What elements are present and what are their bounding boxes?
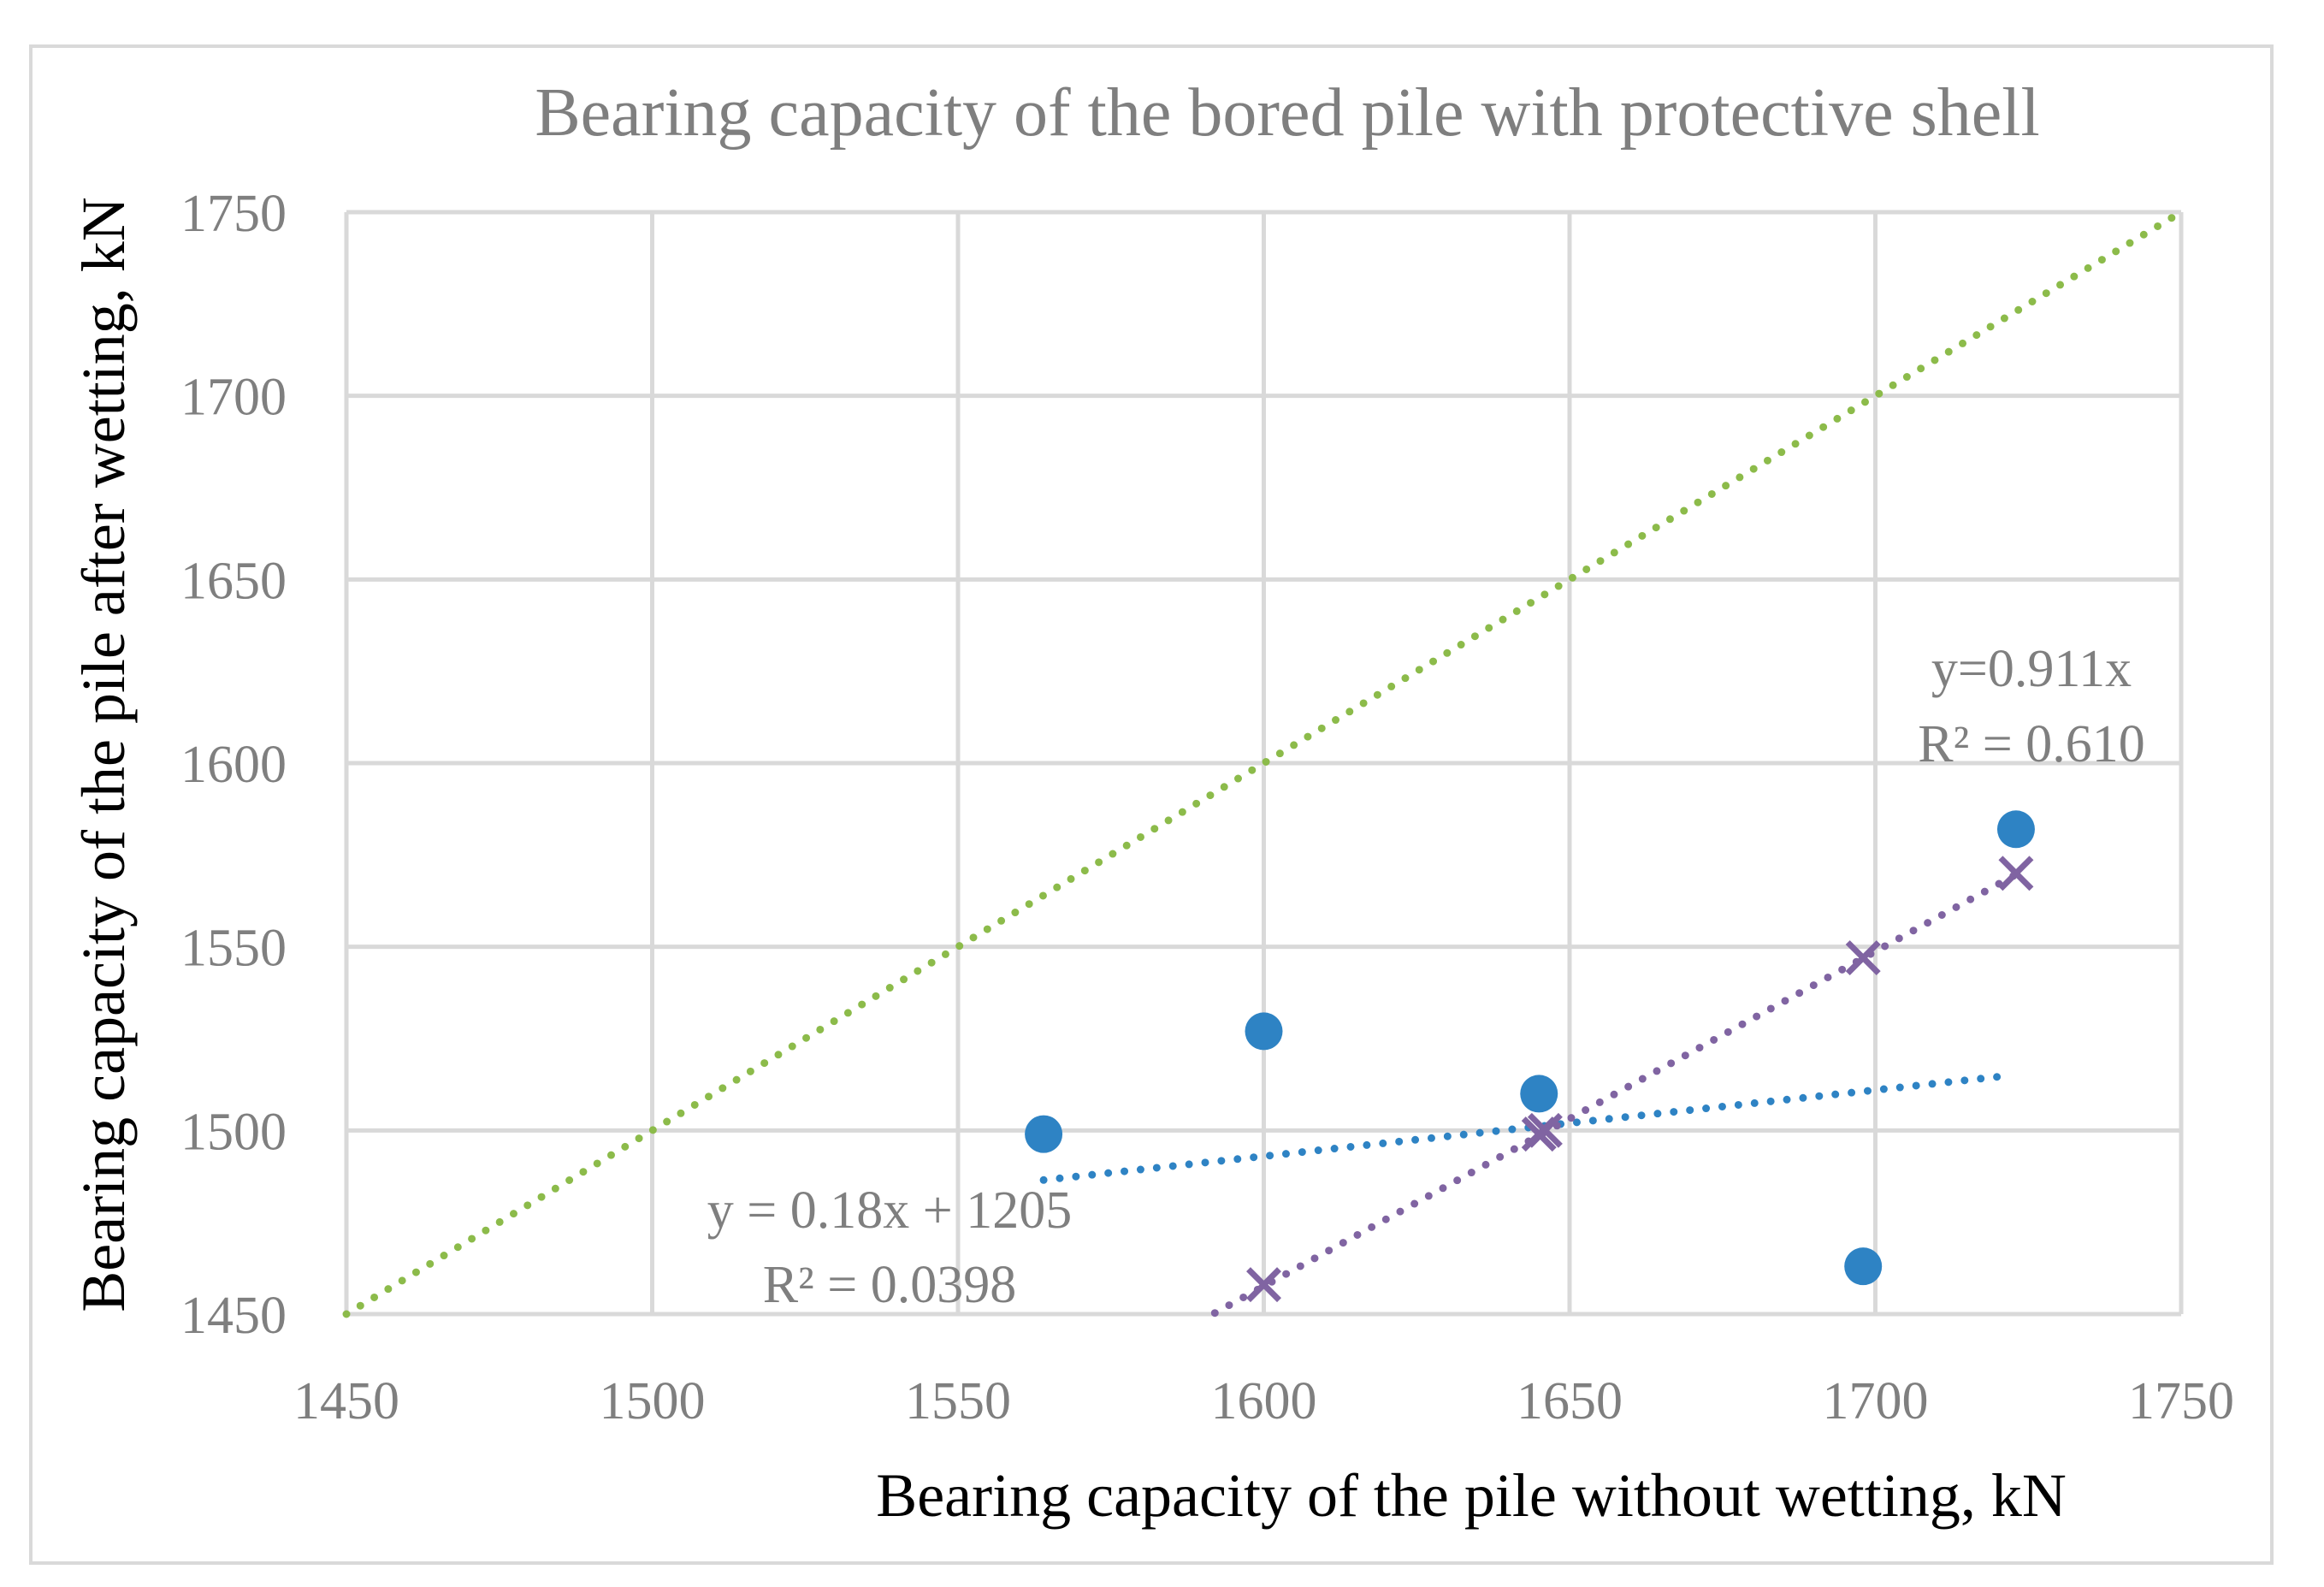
linear-fit-annotation-r2: R² = 0.0398 [763, 1256, 1016, 1314]
y-tick-label: 1550 [180, 920, 287, 978]
x-tick-labels: 1450 1500 1550 1600 1650 1700 1750 [293, 1372, 2234, 1430]
chart-frame [29, 44, 2274, 1565]
data-point-stroke [1246, 1267, 1281, 1303]
y-axis-title: Bearing capacity of the pile after wetti… [69, 197, 138, 1312]
trendline [1210, 870, 2020, 1318]
x-tick-label: 1750 [2128, 1372, 2234, 1430]
y-tick-label: 1450 [180, 1287, 287, 1345]
data-point-stroke [1998, 856, 2034, 891]
y-tick-labels: 1450 1500 1550 1600 1650 1700 1750 [180, 185, 287, 1345]
linear-fit-annotation-equation: y = 0.18x + 1205 [707, 1181, 1072, 1240]
x-tick-label: 1650 [1517, 1372, 1623, 1430]
x-tick-label: 1450 [293, 1372, 399, 1430]
x-tick-label: 1600 [1211, 1372, 1317, 1430]
data-point-stroke [1527, 1112, 1563, 1148]
data-point [1998, 856, 2034, 891]
x-axis-title: Bearing capacity of the pile without wet… [876, 1461, 2067, 1530]
data-points [1025, 810, 2035, 1303]
y-tick-label: 1650 [180, 552, 287, 610]
x-tick-label: 1500 [600, 1372, 706, 1430]
data-point [1996, 810, 2035, 849]
trendline [1039, 1073, 2002, 1184]
fit-annotation-r2: R² = 0.610 [1918, 715, 2144, 773]
data-point [1246, 1267, 1281, 1303]
data-point-stroke [1845, 940, 1881, 976]
y-tick-label: 1750 [180, 185, 287, 243]
data-point [1245, 1012, 1283, 1051]
y-tick-label: 1500 [180, 1103, 287, 1161]
data-point [1845, 940, 1881, 976]
trendline [342, 208, 2185, 1318]
data-point [1844, 1247, 1883, 1286]
fit-annotation-equation: y=0.911x [1931, 640, 2132, 698]
y-tick-label: 1700 [180, 369, 287, 427]
trendlines [342, 208, 2185, 1318]
x-tick-label: 1550 [905, 1372, 1011, 1430]
y-tick-label: 1600 [180, 736, 287, 794]
chart-title: Bearing capacity of the bored pile with … [535, 75, 2039, 151]
data-point [1527, 1112, 1563, 1148]
data-point [1520, 1075, 1558, 1113]
data-point [1025, 1115, 1063, 1153]
x-tick-label: 1700 [1823, 1372, 1929, 1430]
